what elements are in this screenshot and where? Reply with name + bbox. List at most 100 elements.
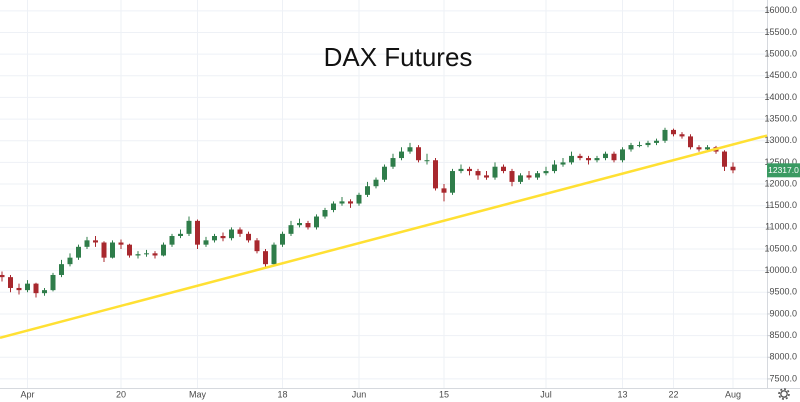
x-tick-label: 13 [617, 389, 627, 399]
candle-body [42, 290, 47, 294]
candle-body [671, 129, 676, 135]
y-tick-label: 11500.0 [765, 200, 797, 210]
candle-body [637, 145, 642, 147]
x-tick-label: 18 [277, 389, 287, 399]
y-tick-label: 13500.0 [764, 113, 797, 123]
y-tick-label: 14500.0 [764, 70, 797, 80]
candle-body [84, 240, 90, 247]
candle-body [8, 277, 13, 288]
candle-body [169, 236, 175, 245]
candle-body [135, 254, 141, 256]
y-tick-label: 14000.0 [764, 92, 797, 102]
y-tick-label: 12000.0 [764, 178, 797, 188]
candle-body [586, 158, 591, 161]
candle-body [441, 188, 447, 193]
candle-body [195, 220, 200, 245]
settings-icon[interactable] [778, 388, 790, 400]
candle-body [433, 160, 438, 189]
candle-body [331, 203, 336, 211]
candle-body [569, 155, 574, 163]
candle-body [475, 171, 481, 176]
candle-body [501, 166, 506, 172]
candle-body [152, 253, 158, 256]
candle-body [144, 253, 149, 255]
last-price-box [767, 163, 800, 178]
candle-body [518, 175, 523, 182]
candle-body [662, 129, 668, 141]
candle-body [645, 142, 651, 146]
candle-body [25, 283, 30, 291]
candle-body [263, 251, 268, 265]
candle-body [628, 145, 634, 150]
candle-body [407, 147, 413, 152]
x-tick-label: May [189, 389, 207, 399]
candle-body [696, 147, 702, 150]
candle-body [67, 257, 73, 265]
y-tick-label: 11000.0 [765, 222, 797, 232]
candle-body [577, 155, 583, 159]
y-tick-label: 7500.0 [769, 373, 797, 383]
candle-body [560, 162, 566, 165]
chart-title: DAX Futures [324, 42, 473, 72]
candle-body [722, 151, 727, 167]
candle-body [314, 216, 319, 228]
y-tick-label: 8000.0 [769, 352, 797, 362]
candle-body [450, 171, 455, 193]
y-tick-label: 12500.0 [764, 157, 797, 167]
candle-body [730, 166, 736, 171]
candle-body [594, 158, 600, 161]
candle-body [110, 242, 115, 258]
candle-body [356, 194, 362, 204]
y-tick-label: 8500.0 [769, 330, 797, 340]
candle-body [118, 242, 124, 245]
y-tick-label: 15000.0 [764, 49, 797, 59]
candle-body [492, 166, 498, 178]
x-tick-label: 22 [668, 389, 678, 399]
y-tick-label: 13000.0 [764, 135, 797, 145]
candle-body [382, 166, 387, 180]
y-tick-label: 15500.0 [764, 27, 797, 37]
candle-body [220, 236, 226, 239]
candle-body [50, 274, 56, 291]
trendline [0, 134, 768, 339]
y-tick-label: 16000.0 [764, 5, 797, 15]
candle-body [305, 223, 311, 228]
x-tick-label: Apr [20, 389, 34, 399]
x-tick-label: Aug [725, 389, 741, 399]
candle-body [254, 240, 260, 252]
candle-body [322, 210, 328, 217]
last-price-label: 12317.0 [768, 165, 799, 175]
candle-body [526, 175, 532, 178]
candle-body [552, 164, 557, 172]
y-tick-label: 10500.0 [764, 243, 797, 253]
candle-body [424, 160, 430, 162]
candle-body [484, 175, 489, 178]
candle-body [288, 225, 294, 234]
candle-body [390, 158, 396, 167]
candle-body [186, 220, 192, 234]
x-tick-label: 15 [439, 389, 449, 399]
y-tick-label: 9500.0 [769, 287, 797, 297]
candle-body [373, 179, 379, 187]
x-tick-label: 20 [116, 389, 126, 399]
candle-body [127, 244, 132, 256]
candle-body [280, 233, 285, 245]
candle-body [271, 244, 277, 265]
candle-body [229, 229, 234, 239]
candle-body [161, 244, 166, 256]
candle-body [705, 147, 710, 150]
candle-body [0, 274, 5, 278]
candle-body [297, 223, 302, 226]
candle-body [237, 229, 243, 234]
x-tick-label: Jul [540, 389, 552, 399]
candle-body [688, 136, 693, 148]
y-tick-label: 10000.0 [764, 265, 797, 275]
candle-body [467, 168, 472, 172]
candle-body [603, 153, 608, 159]
candle-body [178, 233, 183, 237]
candle-body [416, 147, 421, 161]
candle-body [611, 153, 617, 161]
candle-body [246, 233, 251, 241]
candle-body [339, 201, 345, 204]
x-tick-label: Jun [352, 389, 367, 399]
